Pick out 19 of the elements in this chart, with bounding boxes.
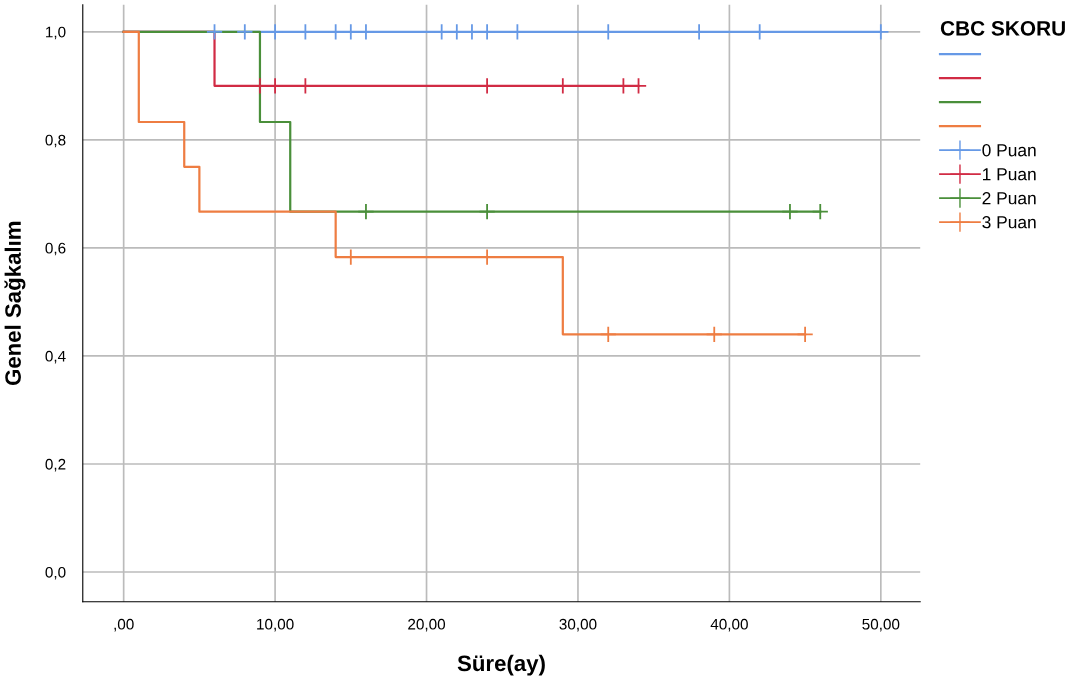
legend-label: 2 Puan <box>982 192 1036 205</box>
x-tick-label: 40,00 <box>710 618 748 632</box>
legend-label: 1 Puan <box>983 168 1036 181</box>
legend-label: 3 Puan <box>982 216 1036 229</box>
x-tick-label: ,00 <box>114 618 134 632</box>
x-tick-label: 10,00 <box>257 618 294 632</box>
y-tick-label: 0,2 <box>45 458 66 472</box>
legend-label: 0 Puan <box>982 144 1036 157</box>
x-axis-title: Süre(ay) <box>457 654 545 676</box>
x-tick-label: 50,00 <box>862 618 900 632</box>
x-tick-label: 20,00 <box>408 618 446 632</box>
x-tick-label: 30,00 <box>559 618 597 632</box>
y-axis-title: Genel Sağkalım <box>4 221 26 386</box>
y-tick-label: 0,0 <box>45 566 66 580</box>
y-tick-label: 0,4 <box>45 350 66 364</box>
y-tick-label: 0,6 <box>45 242 66 256</box>
y-tick-label: 1,0 <box>46 26 66 40</box>
legend-title: CBC SKORU <box>940 20 1065 36</box>
y-tick-label: 0,8 <box>45 134 66 148</box>
